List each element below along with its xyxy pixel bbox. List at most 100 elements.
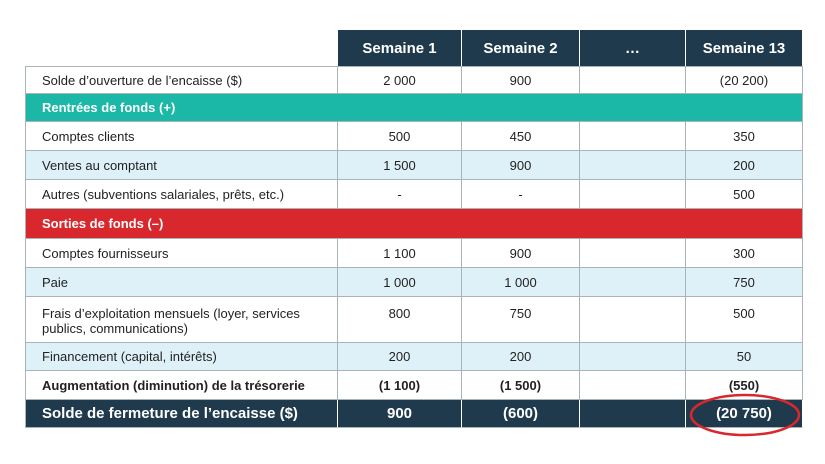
value-cell: [580, 268, 686, 297]
value-cell-text: 200: [509, 349, 532, 364]
column-header-text: Semaine 1: [362, 39, 437, 57]
value-cell-text: 1 000: [504, 274, 537, 290]
value-cell-text: 1 100: [383, 245, 416, 261]
row-label: Financement (capital, intérêts): [25, 343, 338, 371]
value-cell: 350: [686, 122, 803, 151]
value-cell: 750: [686, 268, 803, 297]
row-label-text: Ventes au comptant: [42, 157, 157, 173]
column-header: Semaine 13: [686, 30, 803, 66]
value-cell-text: 800: [388, 306, 411, 321]
value-cell: 900: [338, 400, 462, 428]
value-cell: 200: [686, 151, 803, 180]
row-label-text: Solde de fermeture de l’encaisse ($): [42, 405, 298, 422]
value-cell-text: 1 000: [383, 274, 416, 290]
value-cell: 1 100: [338, 239, 462, 268]
value-cell: [580, 180, 686, 209]
value-cell: [580, 371, 686, 400]
value-cell-text: 750: [509, 306, 532, 321]
value-cell-text: 750: [733, 274, 755, 290]
row-label-text: Comptes clients: [42, 128, 135, 144]
value-cell: 900: [462, 66, 580, 94]
value-cell: 900: [462, 151, 580, 180]
value-cell: (600): [462, 400, 580, 428]
value-cell: 750: [462, 297, 580, 343]
value-cell-text: (1 100): [378, 377, 421, 393]
value-cell: (20 750): [686, 400, 803, 428]
value-cell-text: (1 500): [499, 377, 542, 393]
section-label-text: Rentrées de fonds (+): [42, 100, 176, 115]
value-cell: [580, 343, 686, 371]
row-label-text: Frais d’exploitation mensuels (loyer, se…: [42, 306, 300, 336]
value-cell-text: 900: [386, 405, 413, 422]
section-label: Sorties de fonds (–): [25, 209, 803, 239]
value-cell: 500: [686, 297, 803, 343]
value-cell: [580, 122, 686, 151]
value-cell: [580, 66, 686, 94]
section-label: Rentrées de fonds (+): [25, 94, 803, 122]
row-label-text: Comptes fournisseurs: [42, 245, 169, 261]
value-cell-text: (600): [502, 405, 539, 422]
value-cell: 1 000: [338, 268, 462, 297]
value-cell: -: [338, 180, 462, 209]
column-header: …: [580, 30, 686, 66]
value-cell: (1 100): [338, 371, 462, 400]
value-cell-text: (20 200): [719, 72, 769, 88]
value-cell: 800: [338, 297, 462, 343]
value-cell-text: 200: [388, 349, 411, 364]
value-cell-text: 300: [733, 245, 755, 261]
value-cell-text: (20 750): [716, 405, 772, 422]
row-label: Autres (subventions salariales, prêts, e…: [25, 180, 338, 209]
row-label-text: Autres (subventions salariales, prêts, e…: [42, 186, 285, 202]
row-label: Paie: [25, 268, 338, 297]
value-cell: 200: [462, 343, 580, 371]
row-label-text: Financement (capital, intérêts): [42, 349, 217, 364]
row-label: Frais d’exploitation mensuels (loyer, se…: [25, 297, 338, 343]
row-label: Comptes clients: [25, 122, 338, 151]
value-cell: (1 500): [462, 371, 580, 400]
row-label: Augmentation (diminution) de la trésorer…: [25, 371, 338, 400]
row-label: Comptes fournisseurs: [25, 239, 338, 268]
value-cell-text: (550): [728, 377, 760, 393]
value-cell: 450: [462, 122, 580, 151]
section-label-text: Sorties de fonds (–): [42, 216, 164, 231]
column-header: Semaine 1: [338, 30, 462, 66]
row-label: Ventes au comptant: [25, 151, 338, 180]
value-cell-text: 500: [388, 128, 411, 144]
value-cell: [580, 151, 686, 180]
column-header-text: …: [625, 39, 640, 57]
value-cell: 1 500: [338, 151, 462, 180]
value-cell: 500: [686, 180, 803, 209]
value-cell-text: 500: [733, 306, 755, 321]
row-label: Solde d’ouverture de l’encaisse ($): [25, 66, 338, 94]
value-cell-text: 500: [733, 186, 755, 202]
value-cell-text: 50: [736, 349, 752, 364]
value-cell-text: 900: [509, 245, 532, 261]
row-label: Solde de fermeture de l’encaisse ($): [25, 400, 338, 428]
value-cell: 900: [462, 239, 580, 268]
value-cell: 500: [338, 122, 462, 151]
value-cell: (20 200): [686, 66, 803, 94]
value-cell: [580, 239, 686, 268]
value-cell-text: 200: [733, 157, 755, 173]
value-cell-text: -: [397, 186, 402, 202]
value-cell-text: 2 000: [383, 72, 416, 88]
value-cell: [580, 400, 686, 428]
value-cell-text: 350: [733, 128, 755, 144]
value-cell: [580, 297, 686, 343]
row-label-text: Paie: [42, 274, 69, 290]
value-cell: (550): [686, 371, 803, 400]
value-cell-text: 450: [509, 128, 532, 144]
column-header: Semaine 2: [462, 30, 580, 66]
value-cell: 300: [686, 239, 803, 268]
value-cell-text: 900: [509, 72, 532, 88]
value-cell-text: 1 500: [383, 157, 416, 173]
value-cell-text: 900: [509, 157, 532, 173]
column-header-text: Semaine 13: [702, 39, 786, 57]
row-label-text: Augmentation (diminution) de la trésorer…: [42, 377, 305, 393]
row-label-text: Solde d’ouverture de l’encaisse ($): [42, 72, 243, 88]
value-cell: 50: [686, 343, 803, 371]
value-cell: -: [462, 180, 580, 209]
column-header-text: Semaine 2: [483, 39, 558, 57]
value-cell: 2 000: [338, 66, 462, 94]
